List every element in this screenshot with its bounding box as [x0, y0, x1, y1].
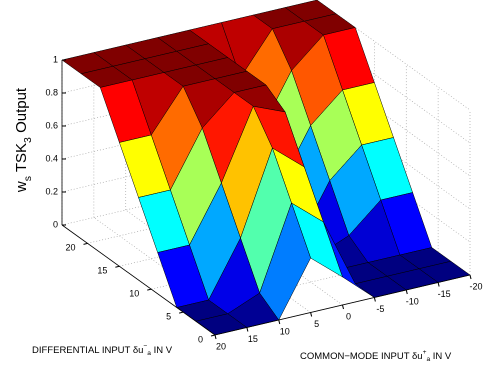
x-tick [115, 265, 120, 268]
x-tick [83, 242, 88, 245]
z-tick-label: 0.6 [45, 120, 58, 130]
x-tick-label: 0 [198, 334, 203, 344]
y-tick-label: 20 [216, 341, 226, 351]
label-part: Output [13, 87, 30, 137]
y-axis-label: COMMON−MODE INPUT δu+a IN V [300, 349, 452, 363]
label-part: IN V [151, 345, 173, 356]
y-tick [246, 327, 249, 332]
z-tick-label: 0.2 [45, 186, 58, 196]
y-tick [373, 297, 376, 302]
z-tick-label: 1 [53, 54, 58, 64]
y-tick-label: 10 [280, 326, 290, 336]
label-part: COMMON−MODE INPUT δu [300, 351, 423, 362]
y-tick [214, 334, 217, 340]
x-tick-label: 10 [129, 289, 139, 299]
label-part: a [147, 350, 151, 357]
label-part: IN V [430, 351, 452, 362]
y-tick-label: -10 [406, 296, 419, 306]
y-tick-label: 15 [248, 334, 258, 344]
y-tick [342, 304, 344, 310]
label-part: TSK [13, 143, 30, 176]
x-tick [147, 288, 152, 291]
x-tick-label: 20 [65, 243, 75, 253]
label-part: s [22, 176, 34, 181]
x-axis-label: DIFFERENTIAL INPUT δu−a IN V [32, 343, 173, 357]
label-part: a [426, 356, 430, 363]
y-tick-label: 0 [346, 311, 351, 321]
y-tick-label: -5 [376, 304, 384, 314]
z-tick-label: 0.4 [45, 153, 58, 163]
label-part: DIFFERENTIAL INPUT δu [32, 345, 143, 356]
x-tick-label: 15 [97, 266, 107, 276]
x-tick-label: 5 [166, 311, 171, 321]
y-tick-label: 5 [314, 319, 319, 329]
x-tick [179, 311, 184, 314]
y-tick-label: -15 [438, 289, 451, 299]
z-tick-label: 0 [53, 219, 58, 229]
label-part: w [13, 181, 30, 193]
y-tick-label: -20 [469, 281, 482, 291]
y-tick [405, 289, 408, 295]
z-tick-label: 0.8 [45, 87, 58, 97]
y-tick [310, 312, 313, 317]
y-tick [437, 282, 440, 287]
z-axis-label: ws TSK3 Output [13, 87, 34, 193]
surface [61, 0, 471, 336]
y-tick [278, 319, 281, 325]
label-part: − [143, 343, 147, 350]
axes: 0 5 10 15 20 -20 -15 -10 -5 0 5 10 15 20 0 0.2 0.4 0.6 0.8… [45, 54, 482, 351]
y-tick [469, 274, 472, 280]
label-part: 3 [22, 137, 34, 143]
label-part: + [423, 349, 427, 356]
x-tick [210, 334, 216, 337]
